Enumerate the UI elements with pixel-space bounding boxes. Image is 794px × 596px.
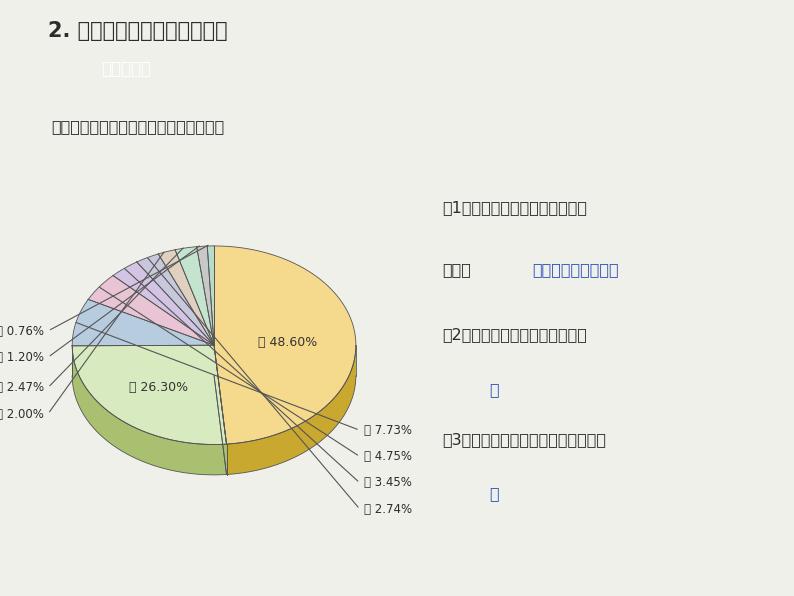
Polygon shape [158, 250, 214, 345]
Text: 镇 2.00%: 镇 2.00% [0, 408, 44, 421]
Text: 铝 7.73%: 铝 7.73% [364, 424, 412, 437]
Polygon shape [137, 254, 214, 345]
Text: 氢 0.76%: 氢 0.76% [0, 324, 44, 337]
Polygon shape [214, 345, 226, 474]
Text: 素是：: 素是： [443, 262, 472, 277]
Polygon shape [226, 346, 356, 474]
Text: 氧、硯、铝、铁、钙: 氧、硯、铝、铁、钙 [532, 262, 619, 277]
Polygon shape [72, 345, 226, 445]
Polygon shape [175, 247, 214, 345]
Text: 氧 48.60%: 氧 48.60% [258, 336, 318, 349]
Text: （3）地壳中含量最多的金属元素是：: （3）地壳中含量最多的金属元素是： [443, 432, 607, 447]
Text: 观察地壳中的元素含量图，你有何发现？: 观察地壳中的元素含量图，你有何发现？ [52, 119, 225, 134]
Text: 铁 4.75%: 铁 4.75% [364, 450, 412, 463]
Text: （2）地壳中含量最多的元素是：: （2）地壳中含量最多的元素是： [443, 328, 588, 343]
Polygon shape [197, 246, 214, 345]
Polygon shape [88, 275, 214, 345]
Text: 鐱 2.47%: 鐱 2.47% [0, 381, 44, 395]
Text: 钙 3.45%: 钙 3.45% [364, 476, 412, 489]
Polygon shape [72, 346, 226, 475]
Text: 铝: 铝 [489, 486, 499, 501]
Polygon shape [72, 299, 214, 346]
Text: 2. 元素在地壳中的含量和分布: 2. 元素在地壳中的含量和分布 [48, 21, 227, 41]
Text: 观察与思考: 观察与思考 [102, 60, 152, 78]
Polygon shape [113, 262, 214, 345]
Text: 硯 26.30%: 硯 26.30% [129, 381, 188, 395]
Polygon shape [214, 246, 356, 444]
Text: （1）地壳中含量居于前五位的元: （1）地壳中含量居于前五位的元 [443, 200, 588, 215]
Text: 其他 1.20%: 其他 1.20% [0, 351, 44, 364]
Text: 氧: 氧 [489, 382, 499, 397]
Polygon shape [214, 345, 226, 474]
Text: 鈢 2.74%: 鈢 2.74% [364, 503, 412, 516]
Polygon shape [207, 246, 214, 345]
